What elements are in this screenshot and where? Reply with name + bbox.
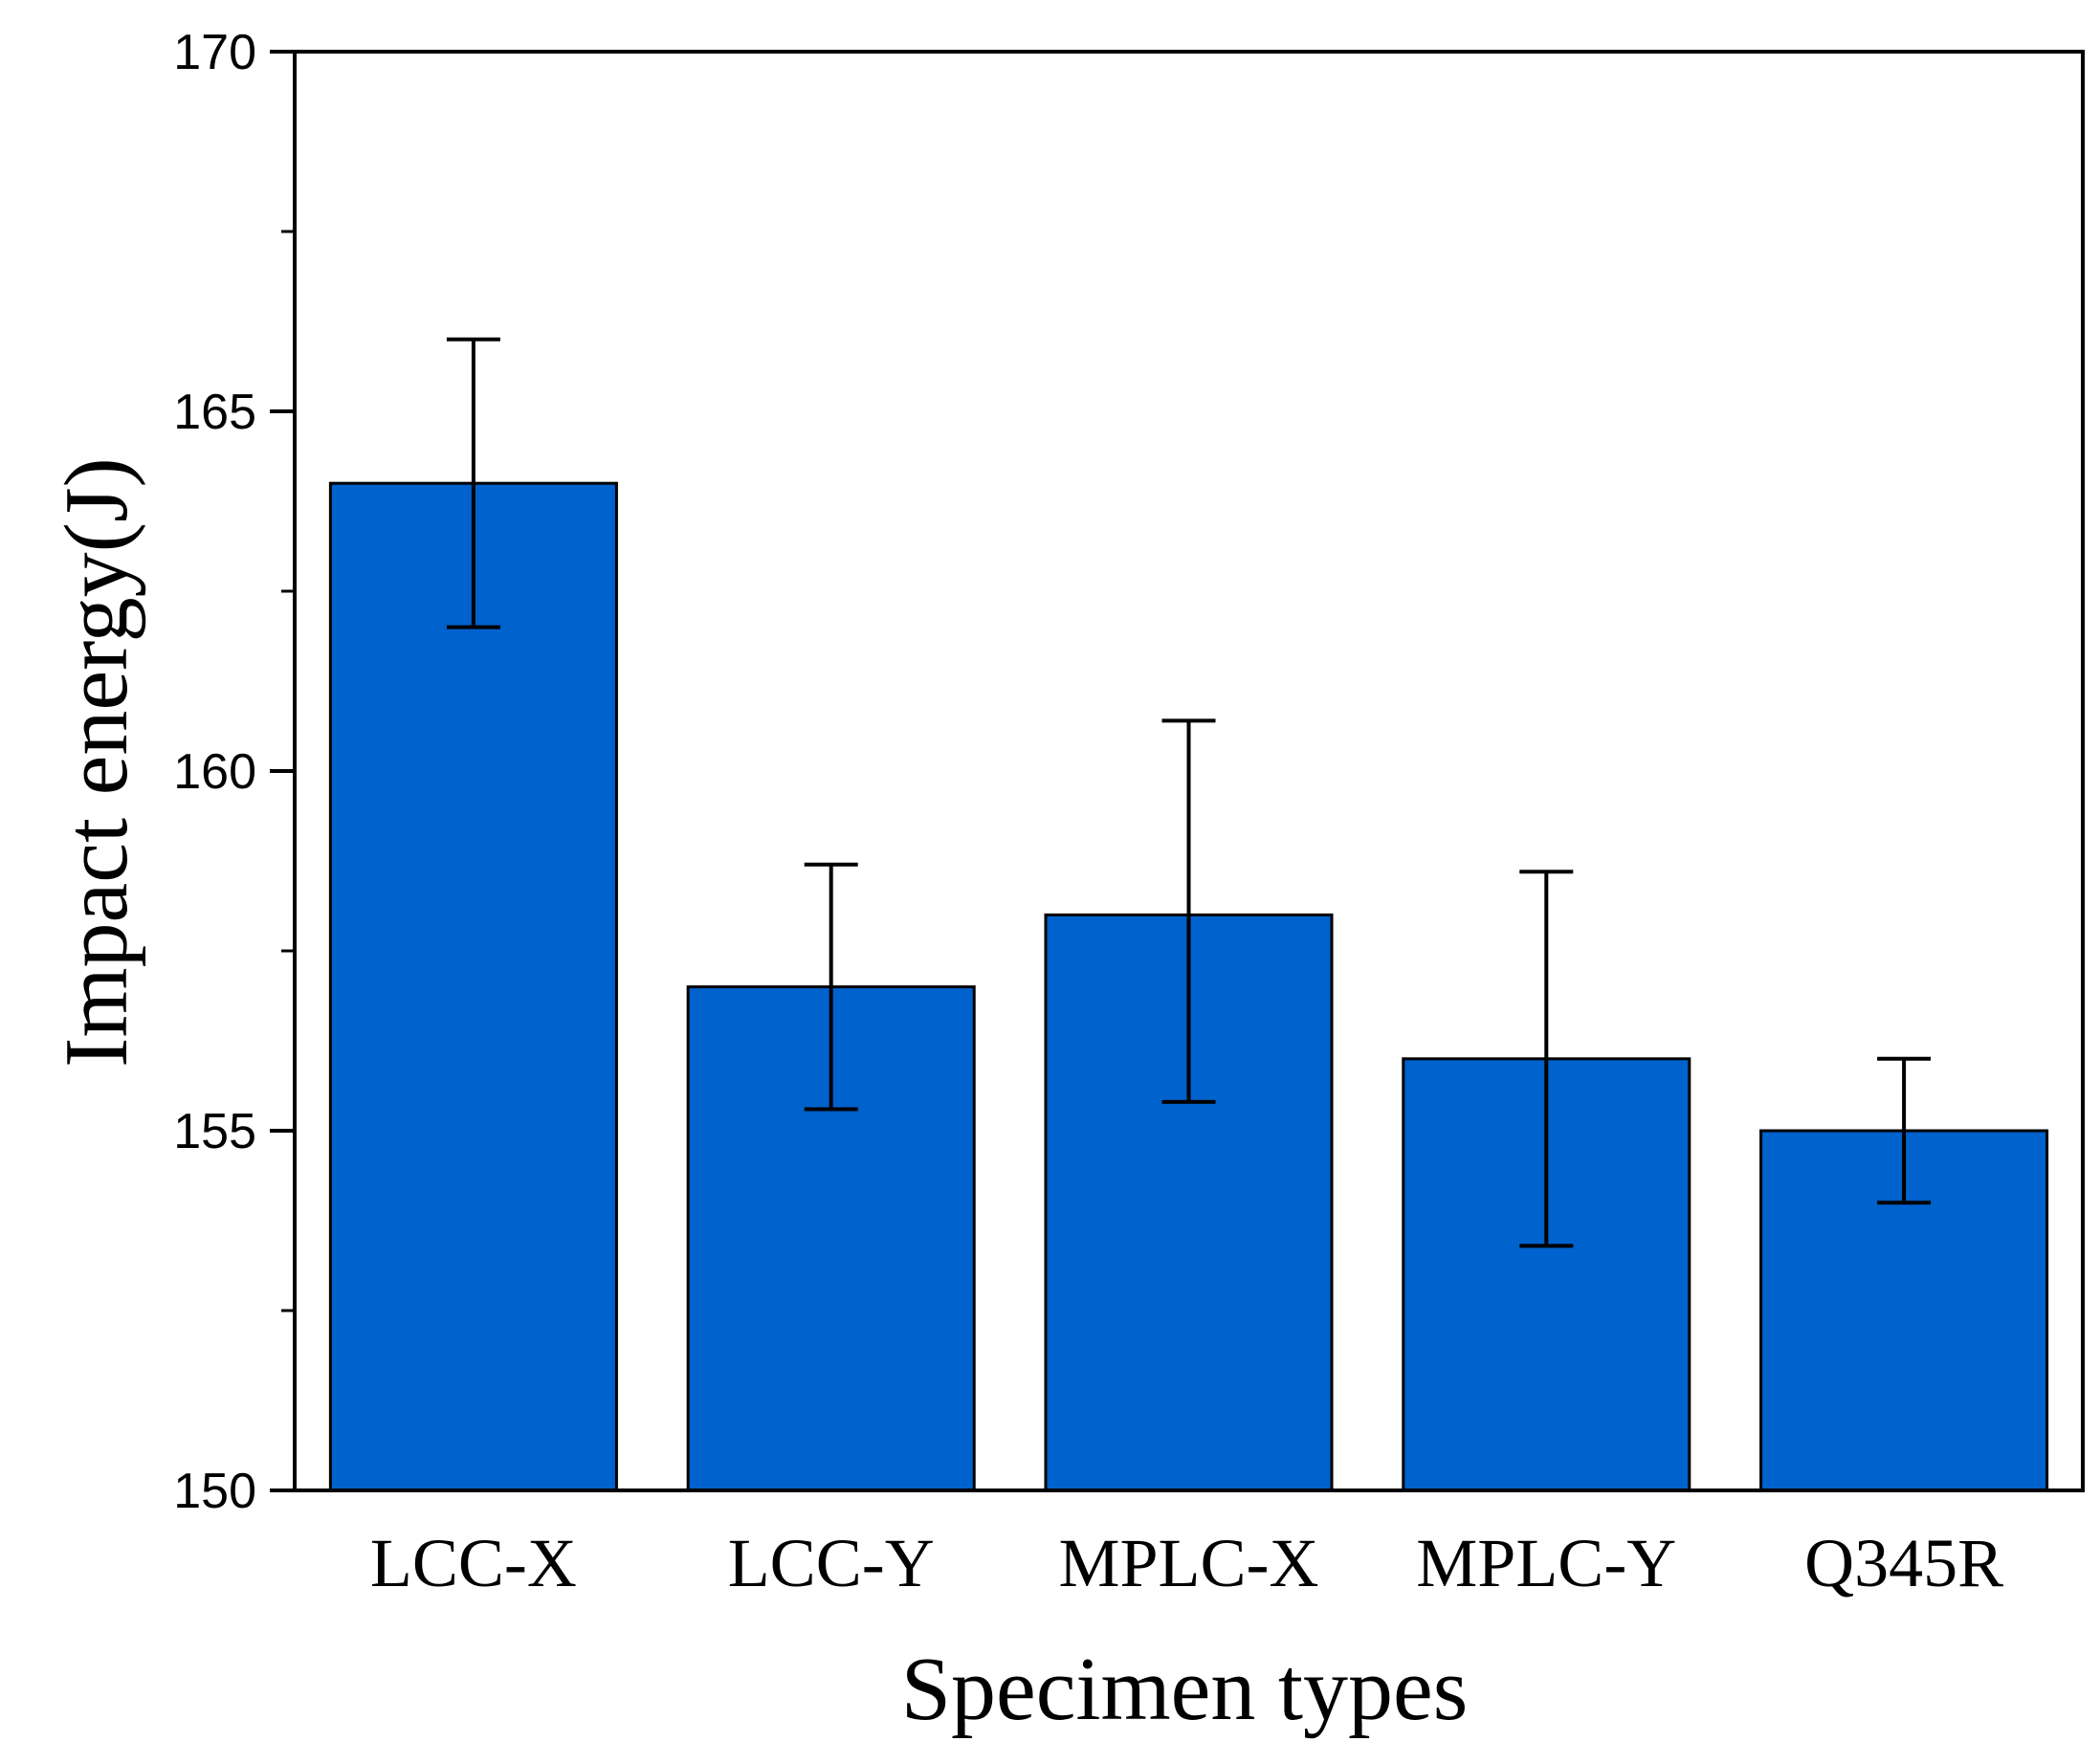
error-bar-lcc-y: [804, 862, 858, 1112]
x-axis-title: Specimen types: [901, 1640, 1469, 1739]
x-tick-label-mplc-y: MPLC-Y: [1416, 1525, 1676, 1601]
error-bar-mplc-y: [1519, 870, 1574, 1248]
error-bar-q345r: [1877, 1056, 1932, 1205]
x-tick-label-lcc-y: LCC-Y: [728, 1525, 935, 1601]
labels-layer: 150 155 160 165 170 LCC-X LCC-Y MPLC-X MPLC-Y Q34…: [173, 25, 2003, 1601]
y-tick-label-150: 150: [173, 1464, 256, 1519]
y-tick-label-165: 165: [173, 385, 256, 440]
y-axis-title: Impact energy(J): [47, 457, 146, 1068]
error-bars-layer: [446, 337, 1932, 1248]
error-bar-lcc-x: [446, 337, 500, 629]
y-tick-label-170: 170: [173, 25, 256, 80]
y-tick-label-155: 155: [173, 1104, 256, 1159]
x-tick-label-q345r: Q345R: [1804, 1525, 2003, 1601]
error-bar-mplc-x: [1161, 718, 1216, 1104]
bar-lcc-x: [328, 481, 618, 1492]
axes-layer: [270, 50, 2085, 1492]
y-tick-label-160: 160: [173, 744, 256, 800]
x-tick-label-lcc-x: LCC-X: [370, 1525, 577, 1601]
x-tick-label-mplc-x: MPLC-X: [1058, 1525, 1318, 1601]
